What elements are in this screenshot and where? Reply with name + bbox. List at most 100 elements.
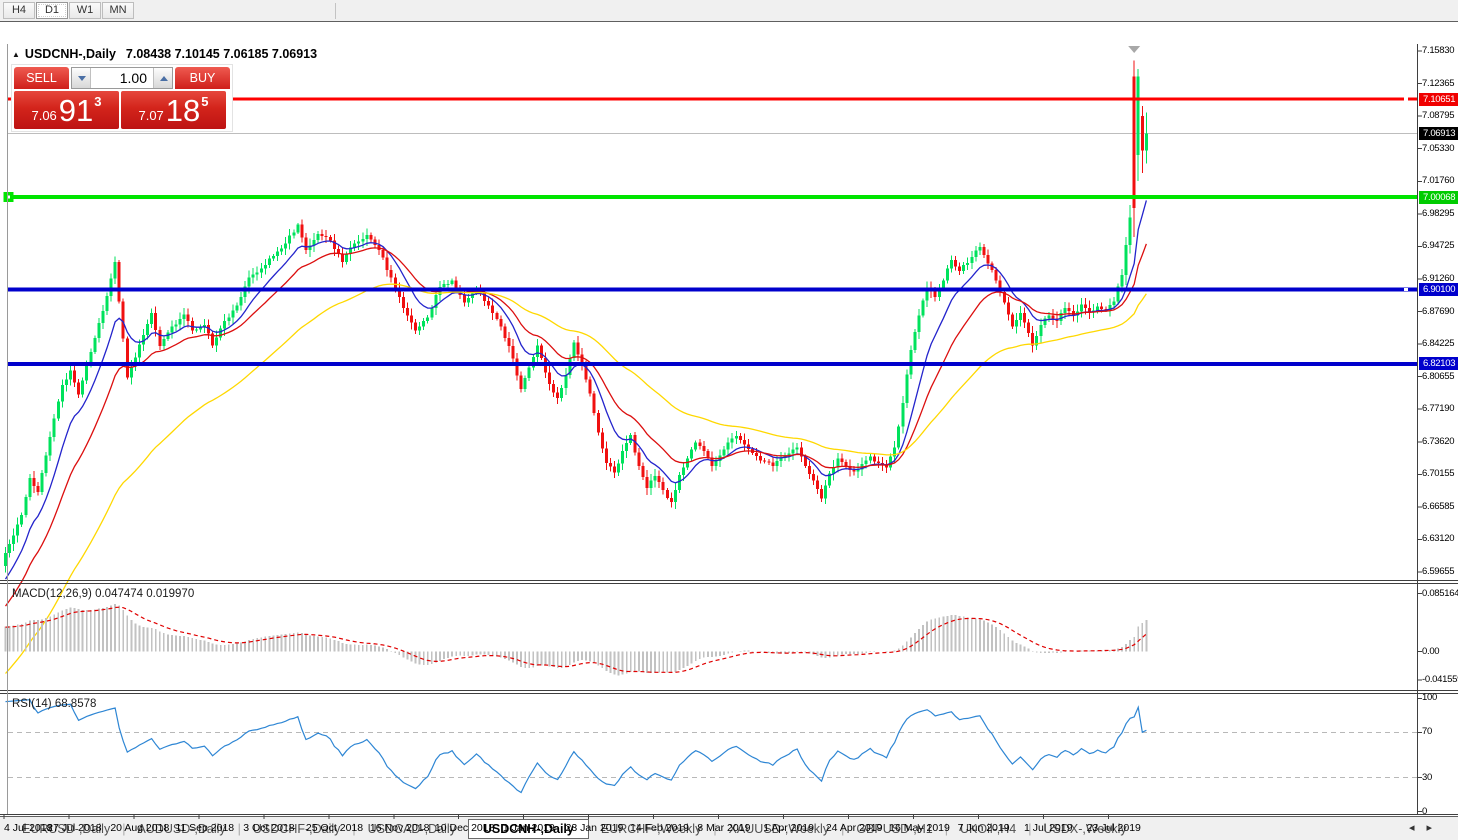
date-label: 4 Jul 2018 xyxy=(4,822,53,834)
tab-audusd[interactable]: AUDUSD-,Daily xyxy=(137,822,226,836)
collapse-arrow-icon[interactable]: ▲ xyxy=(12,49,20,59)
date-label: 3 Oct 2018 xyxy=(243,822,295,834)
tab-eurchf[interactable]: EURCHF-,Weekly xyxy=(600,822,702,836)
tab-gbpusd[interactable]: GBPUSD-,H1 xyxy=(856,822,933,836)
price-axis-label: 6.84225 xyxy=(1422,338,1455,350)
symbol-name: USDCNH-,Daily xyxy=(24,47,116,61)
tab-separator: | xyxy=(944,822,948,836)
date-label: 16 Nov 2018 xyxy=(369,822,430,834)
price-axis-label: 6.87690 xyxy=(1422,305,1455,317)
hline-7.00068[interactable] xyxy=(8,195,1417,200)
price-axis-label: 6.94725 xyxy=(1422,240,1455,252)
tab-separator: | xyxy=(713,822,717,836)
chart-marker-icon xyxy=(1128,46,1141,53)
tab-separator: | xyxy=(122,822,126,836)
date-label: 7 Jun 2019 xyxy=(957,822,1010,834)
timeframe-button-mn[interactable]: MN xyxy=(102,2,134,19)
date-label: 27 Jul 2018 xyxy=(47,822,102,834)
volume-decrease-button[interactable] xyxy=(72,68,91,88)
date-label: 23 Jan 2019 xyxy=(565,822,624,834)
rsi-axis-label: 0 xyxy=(1422,805,1427,817)
chart-canvas xyxy=(0,44,1458,819)
macd-axis-label: 0.00 xyxy=(1422,645,1440,657)
tab-usdcad[interactable]: USDCAD-,Daily xyxy=(367,822,456,836)
date-label: 25 Oct 2018 xyxy=(305,822,364,834)
price-axis-label: 6.77190 xyxy=(1422,403,1455,415)
hline-6.82103[interactable] xyxy=(8,361,1417,366)
date-label: 16 May 2019 xyxy=(889,822,950,834)
arrow-up-icon xyxy=(160,75,168,81)
tab-usdchf[interactable]: USDCHF-,Daily xyxy=(252,822,341,836)
moving-average-line-10 xyxy=(4,200,1147,580)
price-axis-label: 7.08795 xyxy=(1422,110,1455,122)
rsi-indicator-label: RSI(14) 68.8578 xyxy=(12,698,97,710)
price-axis-label: 6.73620 xyxy=(1422,435,1455,447)
tab-separator: | xyxy=(237,822,241,836)
moving-average-line-21 xyxy=(4,243,1147,607)
sell-price-box[interactable]: 7.06 91 3 xyxy=(14,91,119,129)
price-axis-label: 6.80655 xyxy=(1422,370,1455,382)
price-flag-7.10651: 7.10651 xyxy=(1419,92,1458,106)
timeframe-button-w1[interactable]: W1 xyxy=(69,2,101,19)
volume-spinner xyxy=(71,67,173,89)
date-label: 8 Mar 2019 xyxy=(697,822,751,834)
price-flag-6.82103: 6.82103 xyxy=(1419,357,1458,371)
one-click-trading-widget: SELL BUY 7.06 91 3 7.07 18 5 xyxy=(12,65,232,131)
horizontal-line-objects[interactable] xyxy=(3,97,1418,366)
rsi-line xyxy=(5,699,1147,794)
macd-axis-label: 0.085164 xyxy=(1422,587,1458,599)
date-label: 23 Jul 2019 xyxy=(1086,822,1141,834)
date-label: 11 Sep 2018 xyxy=(175,822,235,834)
macd-axis-label: -0.041559 xyxy=(1422,673,1458,685)
date-label: 1 Apr 2019 xyxy=(763,822,814,834)
tab-xauusd[interactable]: XAUUSD-,Weekly xyxy=(728,822,830,836)
date-label: 1 Jul 2019 xyxy=(1023,822,1073,834)
price-flag-6.90100: 6.90100 xyxy=(1419,283,1458,297)
timeframe-toolbar: H4 D1 W1 MN xyxy=(0,0,1458,21)
volume-increase-button[interactable] xyxy=(153,68,172,88)
macd-histogram xyxy=(4,604,1148,676)
chart-window: ▲ USDCNH-,Daily 7.08438 7.10145 7.06185 … xyxy=(0,21,1458,834)
timeframe-button-h4[interactable]: H4 xyxy=(3,2,35,19)
date-label: 24 Apr 2019 xyxy=(825,822,883,834)
tab-ukoil[interactable]: UKOil-,H4 xyxy=(959,822,1017,836)
sell-button[interactable]: SELL xyxy=(14,67,69,89)
price-axis-label: 6.59655 xyxy=(1422,566,1455,577)
rsi-axis-label: 100 xyxy=(1422,692,1437,704)
buy-button[interactable]: BUY xyxy=(175,67,230,89)
price-flag-7.00068: 7.00068 xyxy=(1419,190,1458,204)
macd-indicator-label: MACD(12,26,9) 0.047474 0.019970 xyxy=(12,588,195,600)
tab-usdcnh[interactable]: USDCNH-,Daily xyxy=(467,819,589,839)
chart-tab-bar: EURUSD-,Daily | AUDUSD-,Daily | USDCHF-,Dail… xyxy=(0,818,1458,840)
date-label: 20 Aug 2018 xyxy=(110,822,170,834)
tab-usdx[interactable]: USDX-,Weekly xyxy=(1043,822,1127,836)
ohlc-readout: 7.08438 7.10145 7.06185 7.06913 xyxy=(125,47,318,61)
sell-price-prefix: 7.06 xyxy=(31,108,57,123)
date-label: 14 Feb 2019 xyxy=(630,822,689,834)
rsi-axis-label: 70 xyxy=(1422,726,1432,738)
price-axis-label: 6.63120 xyxy=(1422,533,1455,545)
volume-input[interactable] xyxy=(91,68,153,88)
candlesticks xyxy=(4,60,1148,573)
buy-price-digits: 18 xyxy=(165,93,201,128)
hline-6.901[interactable] xyxy=(8,287,1417,292)
price-flag-7.06913: 7.06913 xyxy=(1419,127,1458,141)
price-axis-label: 6.91260 xyxy=(1422,272,1455,284)
arrow-down-icon xyxy=(78,75,86,81)
tab-separator: | xyxy=(1028,822,1032,836)
date-label: 10 Dec 2018 xyxy=(434,822,495,834)
macd-signal-line xyxy=(5,606,1147,674)
tab-eurusd[interactable]: EURUSD-,Daily xyxy=(22,822,111,836)
tab-scroll-arrows[interactable]: ◂▸ xyxy=(1408,822,1444,834)
timeframe-button-d1[interactable]: D1 xyxy=(36,2,68,19)
buy-price-pip: 5 xyxy=(201,94,209,109)
price-axis-label: 7.05330 xyxy=(1422,142,1455,154)
price-axis-label: 6.66585 xyxy=(1422,500,1455,512)
chart-title: ▲ USDCNH-,Daily 7.08438 7.10145 7.06185 … xyxy=(12,47,317,61)
sell-price-pip: 3 xyxy=(94,94,102,109)
buy-price-box[interactable]: 7.07 18 5 xyxy=(121,91,226,129)
date-label: 1 Jan 2019 xyxy=(502,822,555,834)
tab-separator: | xyxy=(841,822,845,836)
moving-average-line-55 xyxy=(5,283,1147,674)
